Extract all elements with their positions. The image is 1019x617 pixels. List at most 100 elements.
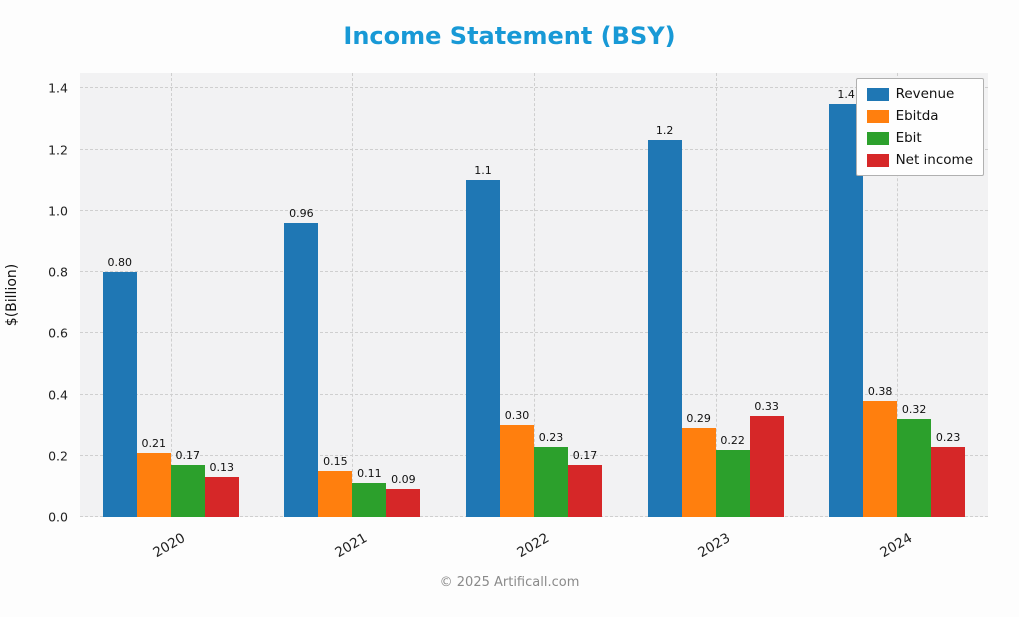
legend-item: Ebitda — [866, 108, 973, 124]
bar-ebitda — [863, 400, 898, 517]
bar-column: 0.30 — [499, 73, 534, 517]
y-tick-label: 0.0 — [48, 509, 68, 525]
bar-column: 0.33 — [749, 73, 784, 517]
bar-group-2022: 1.1 0.30 0.23 0.17 — [443, 73, 625, 517]
bar-column: 0.22 — [715, 73, 750, 517]
bar-column: 0.23 — [931, 73, 966, 517]
legend-item: Ebit — [866, 130, 973, 146]
x-tick-label: 2021 — [332, 530, 371, 562]
legend-swatch-icon — [866, 131, 889, 145]
x-tick-slot: 2021 — [262, 517, 444, 567]
bar-value-label: 0.33 — [754, 399, 779, 413]
chart-title: Income Statement (BSY) — [343, 22, 676, 50]
bar-ebit — [715, 449, 750, 517]
bar-column: 0.32 — [897, 73, 932, 517]
y-tick-label: 0.2 — [48, 448, 68, 464]
bar-ebitda — [681, 428, 716, 517]
x-tick-slot: 2020 — [80, 517, 262, 567]
bar-net-income — [386, 489, 421, 517]
legend-swatch-icon — [866, 87, 889, 101]
bar-net-income — [567, 464, 602, 517]
bar-column: 0.17 — [567, 73, 602, 517]
bar-value-label: 0.38 — [867, 384, 893, 398]
bar-column: 1.2 — [647, 73, 682, 517]
y-tick-label: 1.2 — [48, 142, 68, 158]
bar-value-label: 1.1 — [474, 164, 492, 178]
legend-item: Revenue — [866, 86, 973, 102]
legend-label: Net income — [895, 152, 973, 168]
bar-value-label: 0.11 — [357, 467, 382, 481]
gridline-vertical — [897, 73, 899, 517]
x-tick-label: 2023 — [695, 530, 734, 562]
legend-label: Ebitda — [895, 108, 939, 124]
plot-area: 0.80 0.21 0.17 0.13 0.96 0.15 0.11 0.09 1.1 0.30 0… — [80, 73, 988, 517]
bar-revenue — [284, 223, 319, 517]
bar-column: 0.17 — [170, 73, 205, 517]
bar-ebit — [533, 446, 568, 517]
bar-value-label: 0.29 — [686, 412, 711, 426]
bar-group-2020: 0.80 0.21 0.17 0.13 — [80, 73, 262, 517]
legend-item: Net income — [866, 152, 973, 168]
gridline-vertical — [352, 73, 354, 517]
bar-group-2021: 0.96 0.15 0.11 0.09 — [262, 73, 444, 517]
bar-column: 0.23 — [533, 73, 568, 517]
bar-revenue — [647, 140, 682, 517]
bar-value-label: 1.2 — [655, 124, 674, 138]
bar-column: 0.21 — [136, 73, 171, 517]
y-tick-label: 0.4 — [48, 387, 68, 403]
bar-value-label: 0.09 — [391, 473, 416, 487]
bar-group-2024: 1.4 0.38 0.32 0.23 — [806, 73, 988, 517]
bar-net-income — [204, 477, 239, 517]
bar-group-2023: 1.2 0.29 0.22 0.33 — [625, 73, 807, 517]
bar-value-label: 0.22 — [720, 433, 745, 447]
y-axis-label: $(Billion) — [4, 263, 20, 327]
footer-text: © 2025 Artificall.com — [439, 575, 580, 590]
bar-ebitda — [136, 452, 171, 517]
y-tick-labels: 0.0 0.2 0.4 0.6 0.8 1.0 1.2 1.4 — [34, 73, 74, 525]
bar-ebit — [352, 483, 387, 517]
bar-column: 0.96 — [284, 73, 319, 517]
y-tick-label: 0.8 — [48, 264, 68, 280]
legend-label: Revenue — [895, 86, 955, 102]
bar-value-label: 0.32 — [901, 403, 927, 417]
bar-value-label: 0.23 — [935, 430, 961, 444]
bar-ebitda — [499, 425, 534, 517]
bar-value-label: 0.17 — [175, 448, 201, 462]
legend-swatch-icon — [866, 109, 889, 123]
bar-column: 0.38 — [863, 73, 898, 517]
legend: Revenue Ebitda Ebit Net income — [855, 78, 984, 176]
bar-value-label: 0.17 — [572, 448, 598, 462]
y-tick-label: 1.4 — [48, 80, 68, 96]
bar-ebit — [170, 464, 205, 517]
bar-column: 0.29 — [681, 73, 716, 517]
bar-column: 1.1 — [465, 73, 500, 517]
bar-column: 0.11 — [352, 73, 387, 517]
bar-value-label: 0.80 — [107, 256, 133, 270]
bar-ebit — [897, 419, 932, 517]
bar-revenue — [465, 180, 500, 517]
x-tick-label: 2022 — [513, 530, 552, 562]
bar-value-label: 0.13 — [209, 461, 235, 475]
bar-value-label: 0.15 — [323, 455, 348, 469]
gridline-vertical — [534, 73, 535, 517]
gridline-vertical — [715, 73, 717, 517]
bar-groups: 0.80 0.21 0.17 0.13 0.96 0.15 0.11 0.09 1.1 0.30 0… — [80, 73, 988, 517]
x-tick-labels: 2020 2021 2022 2023 2024 — [80, 517, 988, 567]
x-tick-label: 2024 — [877, 530, 915, 562]
bar-net-income — [749, 415, 784, 517]
bar-value-label: 0.96 — [289, 207, 314, 221]
bar-ebitda — [318, 471, 353, 517]
bar-value-label: 0.30 — [504, 409, 530, 423]
bar-column: 0.09 — [386, 73, 421, 517]
bar-column: 0.80 — [102, 73, 137, 517]
y-tick-label: 1.0 — [48, 203, 68, 219]
bar-value-label: 0.21 — [141, 436, 167, 450]
bar-column: 0.15 — [318, 73, 353, 517]
y-tick-label: 0.6 — [48, 325, 68, 341]
bar-revenue — [102, 272, 137, 517]
bar-value-label: 0.23 — [538, 430, 564, 444]
legend-label: Ebit — [895, 130, 922, 146]
legend-swatch-icon — [866, 153, 889, 167]
gridline-vertical — [170, 73, 172, 517]
x-tick-label: 2020 — [150, 530, 189, 562]
